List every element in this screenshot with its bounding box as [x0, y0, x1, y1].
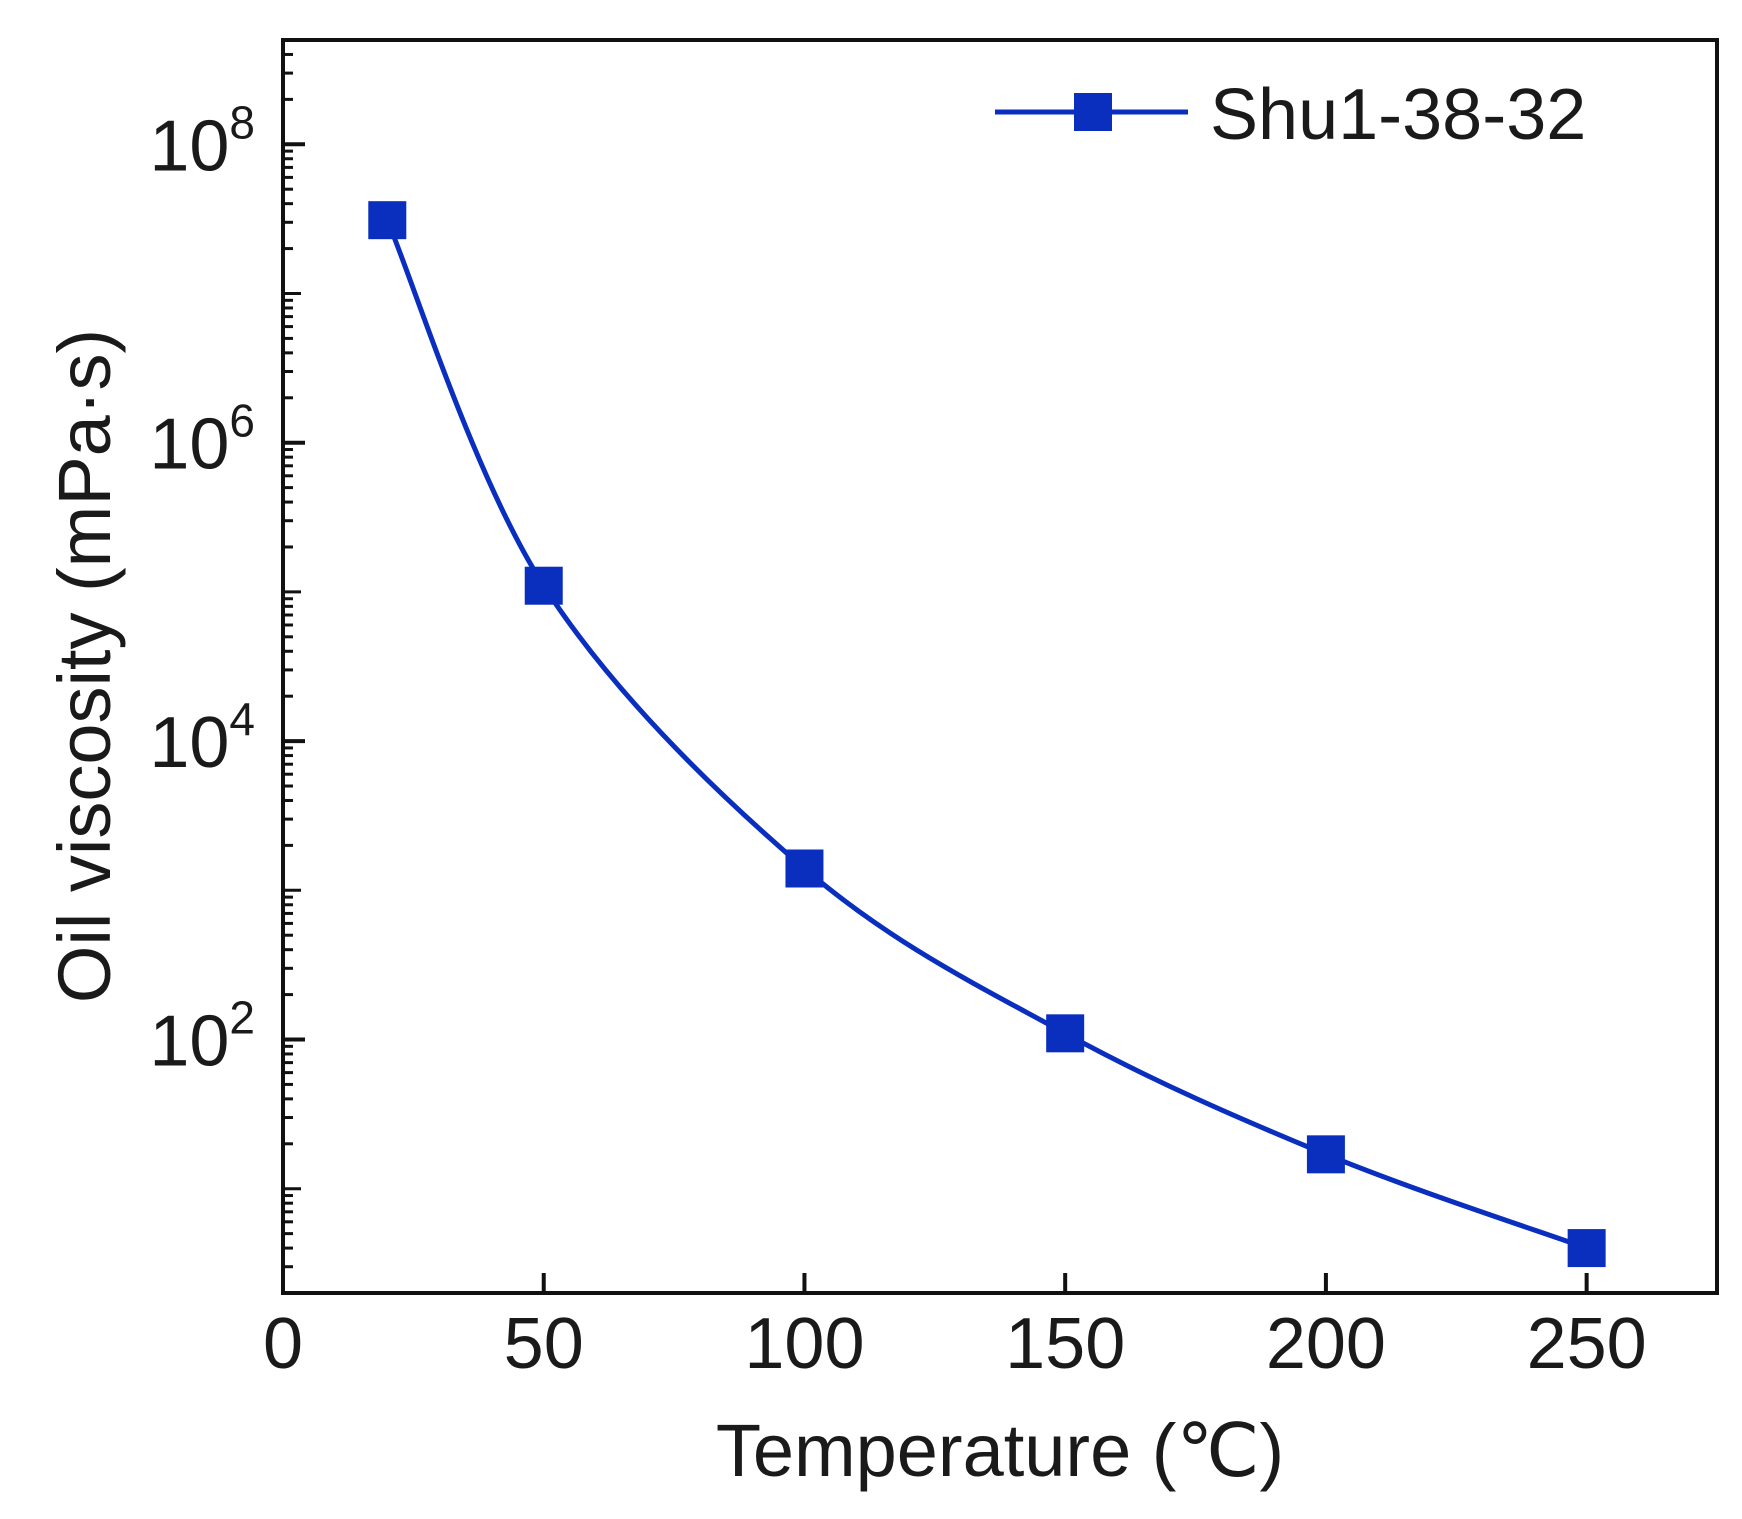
- data-point: [524, 566, 563, 605]
- y-major-ticks: 102 104 106 108: [149, 96, 305, 1082]
- x-tick-label: 0: [263, 1304, 303, 1384]
- plot-frame: [281, 38, 1719, 1295]
- data-point: [368, 201, 407, 240]
- x-tick-label: 150: [1005, 1304, 1125, 1384]
- x-axis-label: Temperature (℃): [716, 1409, 1284, 1492]
- data-point: [1046, 1014, 1085, 1053]
- series-line: [384, 219, 1588, 1251]
- y-axis-label: Oil viscosity (mPa·s): [43, 329, 126, 1003]
- data-point: [785, 849, 824, 888]
- data-point: [1567, 1229, 1606, 1268]
- y-tick-label: 108: [149, 96, 255, 186]
- data-point: [1306, 1135, 1345, 1174]
- series-layer: [368, 201, 1606, 1268]
- legend-marker: [1074, 93, 1112, 131]
- x-tick-label: 250: [1527, 1304, 1647, 1384]
- x-tick-label: 50: [504, 1304, 584, 1384]
- legend-label: Shu1-38-32: [1210, 75, 1586, 155]
- y-minor-ticks: [283, 38, 301, 1295]
- y-tick-label: 106: [149, 395, 255, 485]
- y-tick-label: 104: [149, 693, 255, 783]
- x-tick-label: 100: [744, 1304, 864, 1384]
- x-ticks: 0 50 100 150 200 250: [263, 1273, 1647, 1384]
- y-tick-label: 102: [149, 992, 255, 1082]
- x-tick-label: 200: [1266, 1304, 1386, 1384]
- legend: Shu1-38-32: [995, 75, 1586, 155]
